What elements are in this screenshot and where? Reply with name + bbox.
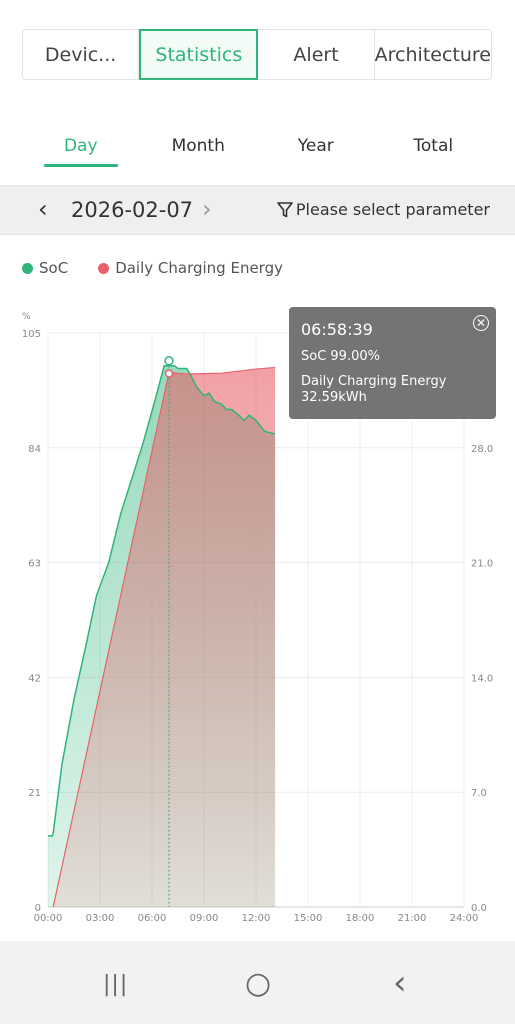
legend-dot-energy <box>98 262 110 274</box>
x-tick-label: 00:00 <box>34 913 63 924</box>
soc-cursor-point <box>164 356 174 366</box>
x-tick-label: 12:00 <box>242 913 271 924</box>
y-left-unit: % <box>22 312 31 322</box>
legend-item-energy[interactable]: Daily Charging Energy <box>98 259 283 277</box>
y-right-tick-label: 0.0 <box>471 903 487 914</box>
tooltip-soc: SoC 99.00% <box>301 349 380 364</box>
tab-month[interactable]: Month <box>171 136 225 156</box>
energy-line <box>52 366 276 908</box>
soc-line <box>48 365 276 837</box>
parameter-filter[interactable]: Please select parameter <box>276 200 490 219</box>
tab-year[interactable]: Year <box>297 136 334 156</box>
x-tick-label: 18:00 <box>346 913 375 924</box>
legend-label-energy: Daily Charging Energy <box>115 259 283 277</box>
recents-icon[interactable]: ||| <box>103 972 129 997</box>
y-left-tick-label: 84 <box>28 444 41 455</box>
next-date-button[interactable]: › <box>202 195 212 223</box>
x-tick-label: 09:00 <box>190 913 219 924</box>
y-right-tick-label: 28.0 <box>471 444 493 455</box>
x-tick-label: 21:00 <box>398 913 427 924</box>
period-tab-bar: Day Month Year Total <box>22 128 492 168</box>
y-right-tick-label: 21.0 <box>471 559 493 570</box>
system-nav-bar: ||| ○ ‹ <box>0 941 515 1024</box>
energy-area <box>53 367 276 907</box>
legend-dot-soc <box>22 262 33 274</box>
chart-legend: SoC Daily Charging Energy <box>22 259 313 277</box>
previous-date-button[interactable]: ‹ <box>38 195 48 223</box>
y-left-tick-label: 63 <box>28 559 41 570</box>
energy-cursor-point <box>164 369 174 378</box>
close-icon[interactable]: ✕ <box>473 315 489 331</box>
x-tick-label: 15:00 <box>294 913 323 924</box>
tab-day[interactable]: Day <box>22 128 140 168</box>
y-left-tick-label: 42 <box>28 673 41 684</box>
x-tick-label: 06:00 <box>138 913 167 924</box>
top-tab-bar: Devic... Statistics Alert Architecture <box>22 29 492 80</box>
tab-alert[interactable]: Alert <box>258 30 375 79</box>
tooltip-energy-label: Daily Charging Energy <box>301 374 447 389</box>
area-chart[interactable]: 00.0217.04214.06321.08428.010535.000:000… <box>0 300 515 935</box>
back-icon[interactable]: ‹ <box>393 963 407 1003</box>
tooltip-energy-value: 32.59kWh <box>301 390 367 405</box>
y-left-tick-label: 0 <box>35 903 41 914</box>
legend-label-soc: SoC <box>39 259 69 277</box>
tab-total[interactable]: Total <box>413 136 454 156</box>
tooltip-time: 06:58:39 <box>301 320 373 339</box>
date-label[interactable]: 2026-02-07 <box>71 198 194 222</box>
filter-label: Please select parameter <box>295 200 490 219</box>
x-tick-label: 24:00 <box>450 913 479 924</box>
date-bar: ‹ 2026-02-07 › Please select parameter <box>0 185 515 235</box>
chart-tooltip: 06:58:39 SoC 99.00% Daily Charging Energ… <box>289 307 496 419</box>
y-right-tick-label: 14.0 <box>471 673 493 684</box>
tab-device[interactable]: Devic... <box>23 30 140 79</box>
home-icon[interactable]: ○ <box>245 966 272 1001</box>
tab-statistics[interactable]: Statistics <box>139 29 259 80</box>
filter-icon <box>277 201 293 217</box>
tab-architecture[interactable]: Architecture <box>374 43 491 66</box>
y-right-tick-label: 7.0 <box>471 788 487 799</box>
y-left-tick-label: 105 <box>22 329 41 340</box>
legend-item-soc[interactable]: SoC <box>22 259 68 277</box>
y-left-tick-label: 21 <box>28 788 41 799</box>
x-tick-label: 03:00 <box>86 913 115 924</box>
